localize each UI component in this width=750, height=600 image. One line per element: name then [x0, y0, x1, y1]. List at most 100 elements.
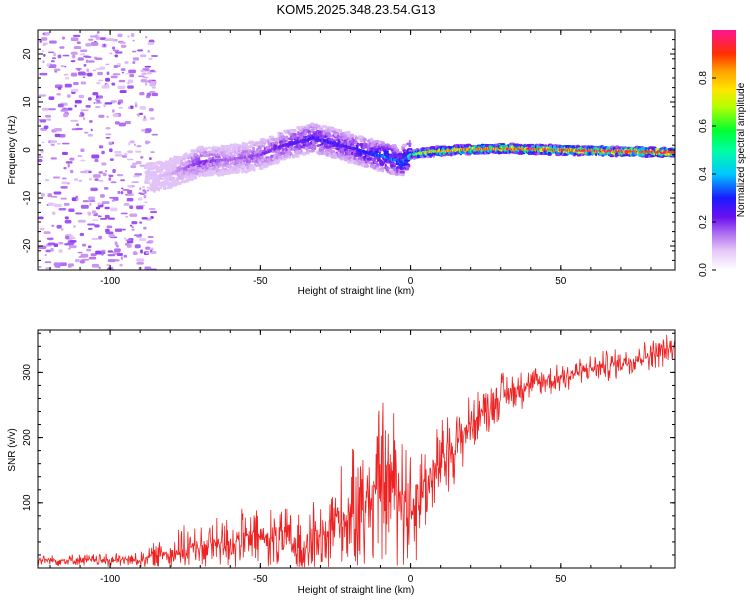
- spectrogram-ridge-cell: [406, 142, 412, 146]
- spectrogram-noise-blob: [79, 53, 86, 56]
- spectrogram-noise-blob: [141, 72, 147, 75]
- spectrogram-noise-blob: [98, 235, 103, 240]
- y-tick-label: 20: [22, 48, 33, 60]
- spectrogram-noise-blob: [72, 54, 76, 59]
- spectrogram-noise-blob: [148, 208, 156, 210]
- spectrogram-noise-blob: [91, 154, 100, 159]
- spectrogram-noise-blob: [95, 250, 102, 255]
- spectrogram-ridge-cell: [314, 146, 317, 151]
- spectrogram-ridge-cell: [408, 139, 411, 143]
- spectrogram-noise-blob: [105, 169, 108, 173]
- spectrogram-noise-blob: [41, 107, 49, 111]
- spectrogram-noise-blob: [109, 52, 113, 55]
- spectrogram-noise-blob: [54, 70, 58, 73]
- spectrogram-noise-blob: [42, 32, 45, 35]
- spectrogram-noise-blob: [142, 76, 149, 79]
- spectrogram-noise-blob: [60, 186, 68, 189]
- spectrogram-noise-blob: [142, 189, 146, 192]
- spectrogram-noise-blob: [148, 79, 151, 83]
- spectrogram-ridge-cell: [178, 165, 182, 168]
- spectrogram-noise-blob: [143, 115, 146, 120]
- spectrogram-noise-blob: [70, 119, 79, 122]
- spectrogram-ridge-cell: [159, 177, 164, 181]
- spectrogram-noise-blob: [85, 43, 92, 47]
- spectrogram-ridge-cell: [245, 142, 249, 147]
- spectrogram-noise-blob: [67, 247, 71, 250]
- spectrogram-ridge-cell: [258, 166, 264, 170]
- spectrogram-noise-blob: [39, 72, 48, 76]
- spectrogram-noise-blob: [98, 114, 105, 118]
- spectrogram-ridge-cell: [294, 154, 300, 158]
- spectrogram-noise-blob: [44, 254, 47, 256]
- spectrogram-ridge-cell: [196, 149, 200, 153]
- spectrogram-ridge-cell: [286, 140, 289, 143]
- spectrogram-ridge-cell: [580, 152, 583, 157]
- spectrogram-ridge-cell: [379, 161, 386, 164]
- spectrogram-noise-blob: [70, 60, 76, 63]
- spectrogram-noise-blob: [133, 143, 136, 147]
- spectrogram-noise-blob: [53, 243, 59, 248]
- spectrogram-noise-blob: [140, 249, 143, 254]
- y-tick-label: 10: [22, 96, 33, 108]
- spectrogram-noise-blob: [97, 71, 103, 76]
- spectrogram-noise-blob: [128, 106, 131, 110]
- spectrogram-noise-blob: [61, 228, 64, 231]
- spectrogram-ridge-cell: [149, 165, 155, 169]
- spectrogram-noise-blob: [79, 260, 85, 264]
- spectrogram-noise-blob: [101, 249, 106, 252]
- spectrogram-noise-blob: [66, 182, 70, 185]
- spectrogram-noise-blob: [131, 184, 134, 188]
- spectrogram-noise-blob: [96, 99, 101, 103]
- spectrogram-noise-blob: [51, 224, 55, 227]
- spectrogram-noise-blob: [143, 201, 148, 204]
- spectrogram-noise-blob: [126, 158, 134, 161]
- spectrogram-noise-blob: [114, 150, 122, 154]
- spectrogram-noise-blob: [38, 265, 42, 269]
- spectrogram-ridge-cell: [297, 143, 301, 147]
- spectrogram-noise-blob: [71, 88, 79, 92]
- y-tick-label: 200: [22, 429, 33, 446]
- spectrogram-noise-blob: [95, 95, 99, 99]
- spectrogram-noise-blob: [80, 170, 88, 174]
- spectrogram-y-label: Frequency (Hz): [7, 116, 18, 185]
- spectrogram-noise-blob: [123, 237, 127, 240]
- figure-title: KOM5.2025.348.23.54.G13: [276, 2, 435, 17]
- spectrogram-y-ticks: -20 -10 0 10 20: [22, 29, 675, 271]
- spectrogram-noise-blob: [126, 240, 134, 244]
- spectrogram-noise-blob: [108, 174, 114, 178]
- spectrogram-noise-blob: [54, 133, 61, 138]
- spectrogram-noise-blob: [149, 157, 152, 160]
- spectrogram-noise-blob: [149, 249, 153, 253]
- spectrogram-ridge-cell: [310, 128, 315, 132]
- spectrogram-ridge-cell: [543, 144, 548, 147]
- spectrogram-ridge-cell: [173, 182, 178, 187]
- spectrogram-noise-blob: [128, 69, 136, 74]
- spectrogram-ridge-cell: [259, 156, 264, 159]
- spectrogram-noise-blob: [127, 189, 133, 194]
- spectrogram-noise-blob: [114, 121, 120, 125]
- spectrogram-noise-blob: [39, 227, 45, 231]
- spectrogram-noise-blob: [98, 179, 104, 182]
- spectrogram-noise-blob: [89, 202, 92, 206]
- spectrogram-ridge-cell: [531, 145, 536, 148]
- spectrogram-ridge-cell: [374, 160, 378, 164]
- spectrogram-noise-blob: [82, 200, 90, 203]
- spectrogram-ridge-cell: [326, 132, 332, 135]
- spectrogram-noise-blob: [47, 51, 55, 54]
- spectrogram-noise-blob: [114, 228, 123, 232]
- spectrogram-noise-blob: [76, 41, 81, 45]
- spectrogram-noise-blob: [101, 252, 104, 256]
- spectrogram-ridge-cell: [289, 148, 292, 152]
- spectrogram-ridge-cell: [159, 172, 162, 175]
- spectrogram-noise-blob: [90, 35, 98, 38]
- spectrogram-noise-blob: [145, 128, 152, 133]
- spectrogram-noise-blob: [63, 113, 69, 118]
- spectrogram-noise-blob: [90, 187, 98, 192]
- x-tick-label: -100: [100, 276, 120, 287]
- spectrogram-noise-blob: [95, 106, 101, 109]
- spectrogram-noise-blob: [117, 101, 121, 105]
- spectrogram-noise-blob: [150, 69, 155, 73]
- spectrogram-noise-blob: [42, 32, 50, 36]
- spectrogram-noise-blob: [127, 79, 134, 84]
